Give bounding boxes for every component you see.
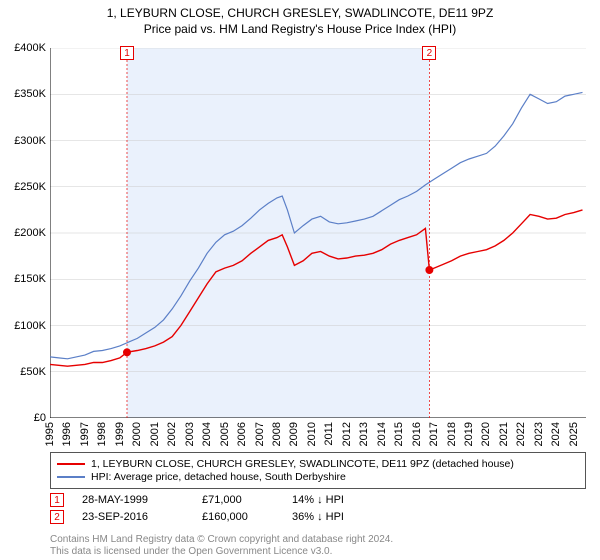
sales-date-1: 28-MAY-1999 [82,494,202,506]
title-block: 1, LEYBURN CLOSE, CHURCH GRESLEY, SWADLI… [0,0,600,36]
sales-marker-2: 2 [50,510,64,524]
x-tick-label: 2023 [533,422,545,446]
legend-swatch-price-paid [57,463,85,465]
x-tick-label: 2017 [428,422,440,446]
x-tick-label: 2003 [184,422,196,446]
x-tick-label: 2016 [411,422,423,446]
x-tick-label: 2019 [463,422,475,446]
x-tick-label: 2002 [166,422,178,446]
sales-pct-1: 14% ↓ HPI [292,494,412,506]
chart-container: 1, LEYBURN CLOSE, CHURCH GRESLEY, SWADLI… [0,0,600,560]
x-tick-label: 2001 [149,422,161,446]
y-tick-label: £50K [2,366,46,378]
sale-marker-label: 2 [422,46,436,60]
sales-marker-1: 1 [50,493,64,507]
y-tick-label: £200K [2,227,46,239]
footer: Contains HM Land Registry data © Crown c… [50,534,393,558]
y-tick-label: £250K [2,181,46,193]
x-tick-label: 2008 [271,422,283,446]
footer-line1: Contains HM Land Registry data © Crown c… [50,534,393,546]
sales-pct-2: 36% ↓ HPI [292,511,412,523]
x-tick-label: 2009 [288,422,300,446]
x-tick-label: 2007 [254,422,266,446]
y-tick-label: £400K [2,42,46,54]
x-tick-label: 2018 [446,422,458,446]
x-tick-label: 1997 [79,422,91,446]
x-tick-label: 1995 [44,422,56,446]
legend-swatch-hpi [57,476,85,478]
y-tick-label: £350K [2,88,46,100]
title-subtitle: Price paid vs. HM Land Registry's House … [0,22,600,36]
legend-label-hpi: HPI: Average price, detached house, Sout… [91,471,346,483]
y-tick-label: £300K [2,135,46,147]
legend: 1, LEYBURN CLOSE, CHURCH GRESLEY, SWADLI… [50,452,586,489]
chart-area: £0£50K£100K£150K£200K£250K£300K£350K£400… [50,48,586,418]
sales-price-1: £71,000 [202,494,292,506]
x-tick-label: 2011 [323,422,335,446]
sales-price-2: £160,000 [202,511,292,523]
y-tick-label: £150K [2,273,46,285]
sales-table: 1 28-MAY-1999 £71,000 14% ↓ HPI 2 23-SEP… [50,490,412,527]
x-tick-label: 2012 [341,422,353,446]
sales-row-2: 2 23-SEP-2016 £160,000 36% ↓ HPI [50,510,412,524]
chart-svg [50,48,586,418]
x-tick-label: 1998 [96,422,108,446]
x-tick-label: 2025 [568,422,580,446]
x-tick-label: 2021 [498,422,510,446]
legend-item-hpi: HPI: Average price, detached house, Sout… [57,471,579,483]
x-tick-label: 1999 [114,422,126,446]
legend-item-price-paid: 1, LEYBURN CLOSE, CHURCH GRESLEY, SWADLI… [57,458,579,470]
footer-line2: This data is licensed under the Open Gov… [50,546,393,558]
x-tick-label: 2015 [393,422,405,446]
x-tick-label: 2004 [201,422,213,446]
x-tick-label: 2010 [306,422,318,446]
x-tick-label: 2020 [480,422,492,446]
legend-label-price-paid: 1, LEYBURN CLOSE, CHURCH GRESLEY, SWADLI… [91,458,514,470]
y-tick-label: £0 [2,412,46,424]
sales-date-2: 23-SEP-2016 [82,511,202,523]
title-address: 1, LEYBURN CLOSE, CHURCH GRESLEY, SWADLI… [0,6,600,20]
x-tick-label: 2013 [358,422,370,446]
x-tick-label: 2024 [550,422,562,446]
y-tick-label: £100K [2,320,46,332]
sales-row-1: 1 28-MAY-1999 £71,000 14% ↓ HPI [50,493,412,507]
x-tick-label: 1996 [61,422,73,446]
sale-marker-label: 1 [120,46,134,60]
x-tick-label: 2014 [376,422,388,446]
x-tick-label: 2005 [219,422,231,446]
x-tick-label: 2000 [131,422,143,446]
x-tick-label: 2006 [236,422,248,446]
x-tick-label: 2022 [515,422,527,446]
